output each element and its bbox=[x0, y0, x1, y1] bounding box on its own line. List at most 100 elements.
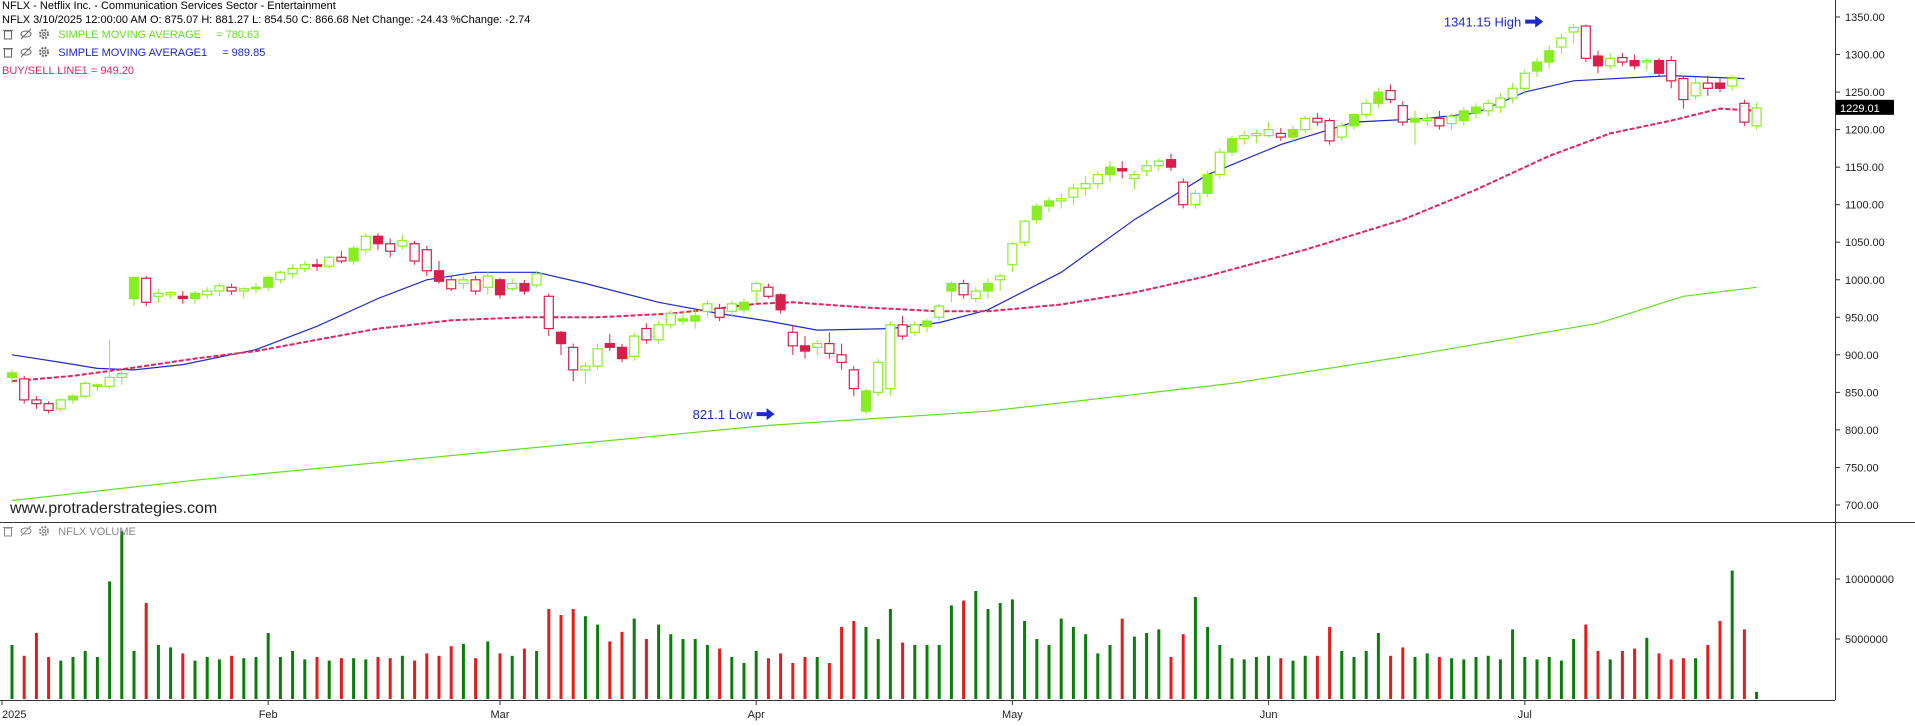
volume-bar bbox=[705, 645, 709, 699]
volume-bar bbox=[901, 642, 905, 699]
candle-body bbox=[165, 291, 176, 296]
date-tick-label: Feb bbox=[259, 709, 278, 721]
price-tick-label: 750.00 bbox=[1845, 462, 1879, 474]
candle-body bbox=[299, 264, 310, 270]
volume-bar bbox=[1535, 659, 1539, 699]
gear-icon[interactable] bbox=[38, 525, 50, 537]
candle-body bbox=[763, 286, 774, 297]
volume-panel-header[interactable]: NFLX VOLUME bbox=[2, 525, 136, 538]
candle-body bbox=[67, 395, 79, 401]
volume-bar bbox=[571, 609, 575, 699]
candle-body bbox=[824, 342, 835, 354]
candle-body bbox=[1727, 77, 1738, 87]
volume-bar bbox=[1547, 657, 1551, 699]
candle-body bbox=[1178, 181, 1189, 206]
candle-body bbox=[177, 295, 188, 300]
hide-eye-icon[interactable] bbox=[20, 525, 32, 537]
volume-bar bbox=[461, 643, 465, 699]
volume-bar bbox=[669, 634, 673, 699]
candle-body bbox=[848, 369, 859, 390]
volume-bar bbox=[620, 631, 624, 699]
hide-eye-icon[interactable] bbox=[20, 28, 32, 40]
volume-bar bbox=[1303, 655, 1307, 699]
candle-body bbox=[1031, 205, 1042, 221]
volume-bar bbox=[413, 660, 417, 699]
candle-body bbox=[799, 345, 811, 352]
volume-bar bbox=[510, 655, 514, 699]
volume-bar bbox=[1755, 691, 1759, 699]
indicator-buysell[interactable]: BUY/SELL LINE1 = 949.20 bbox=[2, 65, 134, 77]
volume-bar bbox=[400, 655, 404, 699]
indicator-line bbox=[11, 286, 1757, 502]
candle-body bbox=[970, 290, 981, 300]
axis-frame bbox=[0, 0, 1915, 701]
candle-body bbox=[909, 324, 920, 333]
candle-body bbox=[1202, 174, 1213, 195]
volume-bar bbox=[998, 603, 1002, 699]
hide-eye-icon[interactable] bbox=[20, 46, 32, 58]
price-tick-label: 900.00 bbox=[1845, 350, 1879, 362]
candle-body bbox=[482, 275, 493, 288]
volume-bar bbox=[535, 651, 539, 699]
volume-bar bbox=[169, 647, 173, 699]
volume-bar bbox=[71, 657, 75, 699]
volume-bar bbox=[425, 653, 429, 699]
candle-body bbox=[702, 303, 713, 312]
volume-bar bbox=[254, 657, 258, 699]
gear-icon[interactable] bbox=[38, 46, 50, 58]
candle-body bbox=[1617, 56, 1628, 63]
indicator-sma[interactable]: SIMPLE MOVING AVERAGE = 780.63 bbox=[2, 28, 259, 41]
trash-icon[interactable] bbox=[2, 525, 14, 537]
date-tick-label: May bbox=[1002, 709, 1023, 721]
volume-bar bbox=[1462, 659, 1466, 699]
volume-bar bbox=[108, 581, 112, 699]
volume-bar bbox=[364, 659, 368, 699]
gear-icon[interactable] bbox=[38, 28, 50, 40]
candle-body bbox=[787, 331, 798, 347]
candle-body bbox=[55, 399, 66, 410]
volume-bar bbox=[1596, 651, 1600, 699]
volume-bar bbox=[693, 639, 697, 699]
arrow-right-icon bbox=[756, 408, 775, 421]
volume-bar bbox=[1437, 657, 1441, 699]
price-tick-label: 1150.00 bbox=[1845, 162, 1884, 174]
date-tick-label: Mar bbox=[491, 709, 510, 721]
price-tick-label: 1000.00 bbox=[1845, 275, 1885, 287]
volume-bar bbox=[486, 641, 490, 699]
volume-bar bbox=[1657, 653, 1661, 699]
volume-bar bbox=[803, 657, 807, 699]
candle-body bbox=[1068, 187, 1079, 198]
candle-body bbox=[1043, 200, 1055, 207]
volume-bar bbox=[10, 645, 14, 699]
indicator-sma1-label: SIMPLE MOVING AVERAGE1 bbox=[58, 47, 208, 59]
volume-bar bbox=[1645, 637, 1649, 699]
price-tick-label: 700.00 bbox=[1845, 500, 1879, 512]
volume-bar bbox=[34, 633, 38, 699]
candle-body bbox=[1483, 102, 1494, 112]
volume-bar bbox=[1230, 658, 1234, 699]
candle-body bbox=[641, 327, 652, 341]
volume-bar bbox=[949, 605, 953, 699]
candle-body bbox=[1409, 117, 1421, 123]
indicator-sma1[interactable]: SIMPLE MOVING AVERAGE1 = 989.85 bbox=[2, 46, 265, 59]
candle-body bbox=[153, 292, 164, 297]
candle-body bbox=[580, 365, 591, 371]
candle-body bbox=[873, 361, 884, 393]
trash-icon[interactable] bbox=[2, 46, 14, 58]
watermark: www.protraderstrategies.com bbox=[10, 500, 218, 517]
volume-bar bbox=[1364, 651, 1368, 699]
volume-bar bbox=[766, 658, 770, 699]
candle-body bbox=[31, 399, 42, 405]
candle-body bbox=[543, 295, 554, 330]
volume-bar bbox=[925, 645, 929, 699]
volume-bar bbox=[1059, 618, 1063, 699]
volume-tick-label: 10000000 bbox=[1845, 574, 1894, 586]
date-axis: 2025 Feb Mar Apr May Jun Jul bbox=[1, 700, 1532, 721]
volume-bar bbox=[1584, 624, 1588, 699]
candle-body bbox=[568, 346, 579, 371]
volume-bar bbox=[1328, 627, 1332, 699]
candle-body bbox=[885, 324, 896, 390]
candle-body bbox=[1190, 192, 1201, 206]
trash-icon[interactable] bbox=[2, 28, 14, 40]
